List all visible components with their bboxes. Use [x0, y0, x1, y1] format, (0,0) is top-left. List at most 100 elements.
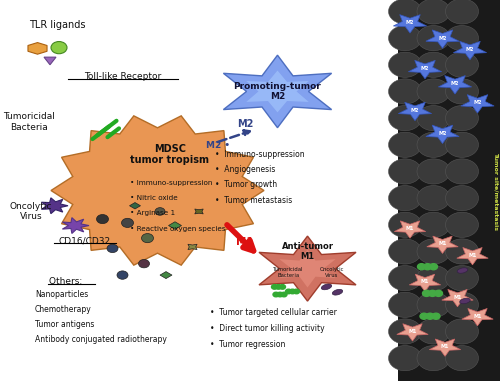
Circle shape — [388, 346, 422, 371]
Text: Tumoricidal
Bacteria: Tumoricidal Bacteria — [3, 112, 55, 131]
Circle shape — [420, 313, 428, 319]
Text: Others:: Others: — [49, 277, 85, 286]
Circle shape — [417, 52, 450, 77]
Text: CD16/CD32: CD16/CD32 — [59, 236, 111, 245]
Text: M2: M2 — [451, 81, 459, 86]
Text: M2: M2 — [474, 100, 482, 106]
Circle shape — [428, 290, 436, 296]
Text: Promoting-tumor
M2: Promoting-tumor M2 — [234, 82, 322, 101]
Circle shape — [388, 292, 422, 317]
Polygon shape — [160, 272, 172, 279]
Polygon shape — [246, 70, 308, 112]
Text: Oncolytic
Virus: Oncolytic Virus — [10, 202, 52, 221]
Circle shape — [446, 52, 478, 77]
Polygon shape — [168, 222, 181, 229]
Circle shape — [446, 79, 478, 104]
Text: M2: M2 — [466, 47, 474, 52]
Circle shape — [446, 26, 478, 51]
Circle shape — [446, 239, 478, 264]
Text: Nanoparticles: Nanoparticles — [35, 290, 88, 299]
Circle shape — [294, 289, 300, 294]
Polygon shape — [427, 236, 458, 253]
Circle shape — [280, 285, 285, 289]
Circle shape — [51, 42, 67, 54]
Text: •  Tumor regression: • Tumor regression — [210, 340, 286, 349]
Text: M1: M1 — [468, 253, 476, 258]
Polygon shape — [397, 324, 428, 341]
Text: • Nitric oxide: • Nitric oxide — [130, 195, 178, 201]
Circle shape — [388, 159, 422, 184]
Polygon shape — [398, 102, 432, 121]
Circle shape — [138, 259, 149, 268]
Circle shape — [388, 132, 422, 157]
Polygon shape — [426, 125, 459, 144]
Text: M1: M1 — [408, 329, 416, 334]
Circle shape — [417, 266, 450, 291]
Circle shape — [388, 106, 422, 131]
Text: •  Tumor metastasis: • Tumor metastasis — [215, 195, 292, 205]
Circle shape — [422, 290, 430, 296]
Text: M2: M2 — [237, 119, 253, 129]
Circle shape — [388, 186, 422, 211]
Text: Chemotherapy: Chemotherapy — [35, 305, 92, 314]
Text: •  Tumor targeted cellular carrier: • Tumor targeted cellular carrier — [210, 308, 337, 317]
Polygon shape — [462, 309, 493, 326]
Circle shape — [432, 313, 440, 319]
Circle shape — [434, 290, 442, 296]
Circle shape — [446, 132, 478, 157]
Circle shape — [276, 285, 281, 289]
Polygon shape — [442, 290, 473, 307]
Circle shape — [277, 292, 283, 297]
Text: TLR ligands: TLR ligands — [29, 20, 86, 30]
Circle shape — [273, 292, 279, 297]
Text: •  Direct tumor killing activity: • Direct tumor killing activity — [210, 324, 324, 333]
Bar — [398, 0, 500, 381]
Circle shape — [388, 26, 422, 51]
Circle shape — [281, 292, 287, 297]
Text: Antibody conjugated radiotherapy: Antibody conjugated radiotherapy — [35, 335, 167, 344]
Text: M1: M1 — [406, 226, 414, 231]
Circle shape — [272, 285, 278, 289]
Circle shape — [446, 266, 478, 291]
Text: •  Tumor growth: • Tumor growth — [215, 180, 277, 189]
Text: M1: M1 — [441, 344, 449, 349]
Circle shape — [446, 186, 478, 211]
Circle shape — [426, 313, 434, 319]
Circle shape — [417, 319, 450, 344]
Circle shape — [446, 0, 478, 24]
Polygon shape — [195, 209, 203, 214]
Text: Toll-like Receptor: Toll-like Receptor — [84, 72, 161, 81]
Polygon shape — [394, 14, 426, 33]
Text: M1: M1 — [438, 241, 446, 247]
Polygon shape — [430, 339, 460, 356]
Polygon shape — [394, 221, 426, 238]
Circle shape — [417, 159, 450, 184]
Text: M2: M2 — [438, 131, 446, 136]
Circle shape — [417, 0, 450, 24]
Circle shape — [388, 319, 422, 344]
Circle shape — [417, 239, 450, 264]
Text: Anti-tumor
M1: Anti-tumor M1 — [282, 242, 334, 261]
Circle shape — [417, 106, 450, 131]
Polygon shape — [259, 236, 356, 301]
Polygon shape — [224, 55, 332, 128]
Text: M1: M1 — [421, 279, 429, 285]
Circle shape — [417, 26, 450, 51]
Ellipse shape — [457, 268, 468, 273]
Polygon shape — [130, 203, 140, 209]
Text: M1: M1 — [474, 314, 482, 319]
Text: Tumoricidal
Bacteria: Tumoricidal Bacteria — [273, 267, 304, 278]
Circle shape — [388, 52, 422, 77]
Text: • Immuno-suppression: • Immuno-suppression — [130, 180, 212, 186]
Circle shape — [290, 289, 296, 294]
Polygon shape — [44, 57, 56, 65]
Circle shape — [446, 319, 478, 344]
Text: Tumor site/metastasis: Tumor site/metastasis — [494, 152, 499, 229]
Circle shape — [388, 239, 422, 264]
Ellipse shape — [460, 298, 470, 304]
Circle shape — [417, 132, 450, 157]
Circle shape — [417, 186, 450, 211]
Polygon shape — [426, 30, 459, 48]
Circle shape — [417, 212, 450, 237]
Circle shape — [446, 159, 478, 184]
